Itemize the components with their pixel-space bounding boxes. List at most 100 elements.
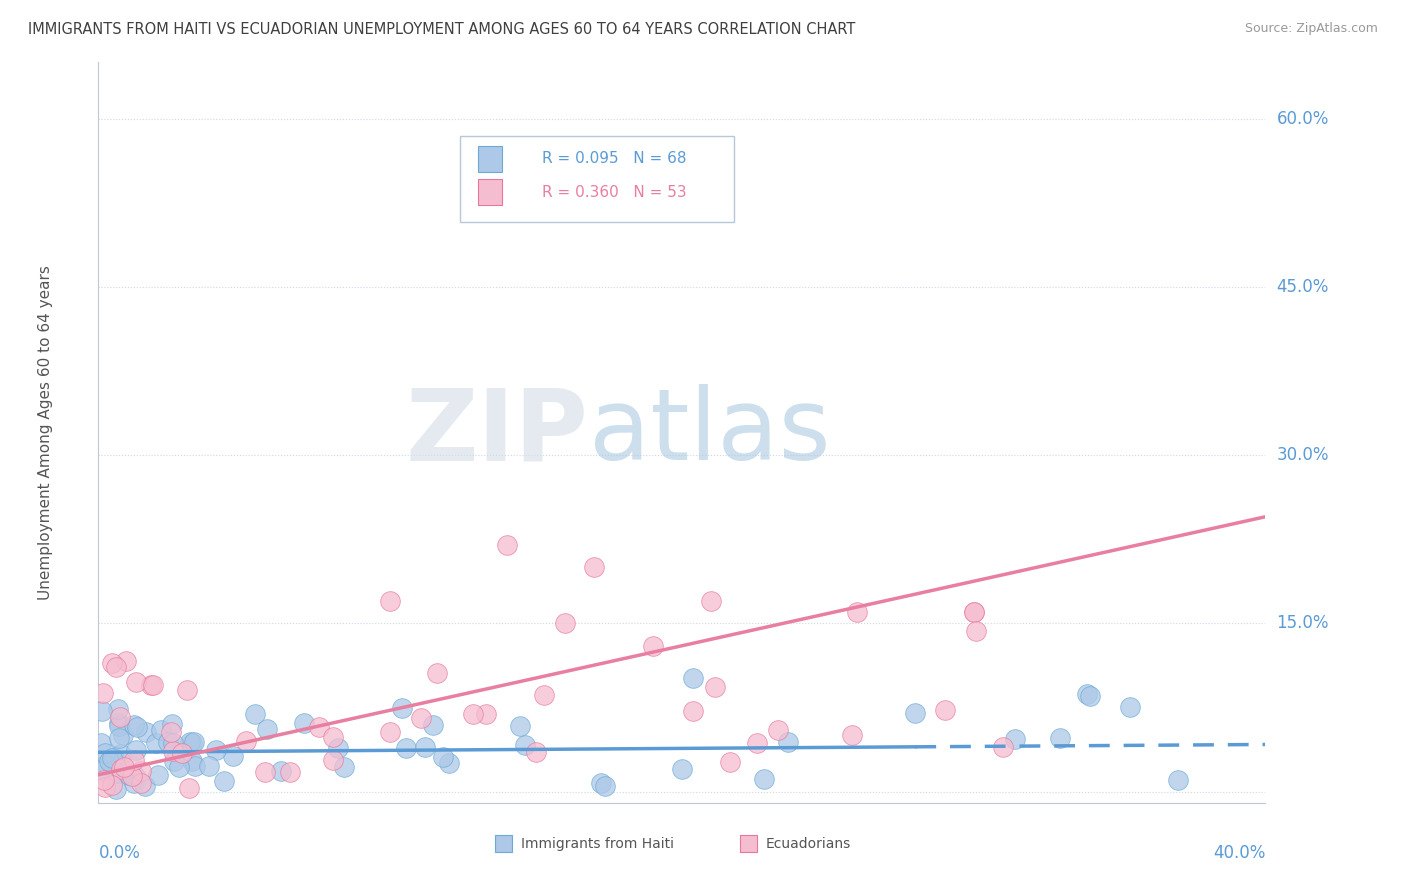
Point <box>91 764 114 778</box>
Point <box>124 743 146 757</box>
Point <box>184 758 207 772</box>
Bar <box>478 145 502 171</box>
Point <box>700 594 723 608</box>
Point <box>395 740 418 755</box>
Point <box>380 594 402 608</box>
Point <box>167 760 190 774</box>
Point <box>682 704 704 718</box>
Point <box>170 746 193 760</box>
Point <box>509 718 531 732</box>
Point <box>254 764 277 779</box>
Point <box>1076 687 1098 701</box>
Point <box>205 743 228 757</box>
Point <box>97 754 120 768</box>
Text: IMMIGRANTS FROM HAITI VS ECUADORIAN UNEMPLOYMENT AMONG AGES 60 TO 64 YEARS CORRE: IMMIGRANTS FROM HAITI VS ECUADORIAN UNEM… <box>28 22 855 37</box>
Point <box>91 686 114 700</box>
Point <box>90 736 112 750</box>
Point <box>474 706 496 721</box>
Point <box>422 717 444 731</box>
Text: 60.0%: 60.0% <box>1277 110 1329 128</box>
Point <box>135 724 157 739</box>
Point <box>176 683 198 698</box>
Point <box>103 750 125 764</box>
Point <box>104 765 127 780</box>
Text: Unemployment Among Ages 60 to 64 years: Unemployment Among Ages 60 to 64 years <box>38 265 53 600</box>
Point <box>104 782 127 797</box>
Point <box>222 748 245 763</box>
Point <box>149 723 172 737</box>
Point <box>160 725 183 739</box>
Point <box>163 754 186 768</box>
Point <box>125 720 148 734</box>
Point <box>766 723 789 737</box>
Point <box>589 775 612 789</box>
Point <box>846 605 869 619</box>
Point <box>181 736 204 750</box>
Point <box>111 728 134 742</box>
Point <box>641 639 664 653</box>
Point <box>593 779 616 793</box>
Point <box>322 730 344 744</box>
Text: 15.0%: 15.0% <box>1277 615 1329 632</box>
Point <box>93 773 115 788</box>
Point <box>554 616 576 631</box>
Point <box>437 756 460 771</box>
Point <box>157 735 180 749</box>
Point <box>94 780 117 794</box>
Point <box>1167 773 1189 788</box>
Point <box>105 659 128 673</box>
FancyBboxPatch shape <box>460 136 734 221</box>
Point <box>212 774 235 789</box>
Point <box>108 716 131 731</box>
Point <box>129 776 152 790</box>
Point <box>115 654 138 668</box>
Text: Source: ZipAtlas.com: Source: ZipAtlas.com <box>1244 22 1378 36</box>
Text: 40.0%: 40.0% <box>1213 845 1265 863</box>
Point <box>118 768 141 782</box>
Point <box>308 720 330 734</box>
Point <box>235 734 257 748</box>
Text: 0.0%: 0.0% <box>98 845 141 863</box>
Point <box>198 759 221 773</box>
Point <box>121 768 143 782</box>
Point <box>146 768 169 782</box>
Point <box>162 736 184 750</box>
Point <box>841 728 863 742</box>
Point <box>413 740 436 755</box>
Point <box>533 688 555 702</box>
Point <box>718 755 741 769</box>
Point <box>1118 700 1140 714</box>
Point <box>122 718 145 732</box>
Text: Ecuadorians: Ecuadorians <box>766 837 851 850</box>
Point <box>122 776 145 790</box>
Point <box>183 735 205 749</box>
Point <box>391 701 413 715</box>
Point <box>108 731 131 745</box>
Text: R = 0.360   N = 53: R = 0.360 N = 53 <box>541 185 686 200</box>
Point <box>134 779 156 793</box>
Point <box>101 778 124 792</box>
Point <box>124 769 146 783</box>
Point <box>1080 690 1102 704</box>
Point <box>270 764 292 779</box>
Point <box>432 750 454 764</box>
Text: 45.0%: 45.0% <box>1277 277 1329 296</box>
Point <box>177 781 200 796</box>
Point <box>280 765 302 780</box>
Text: ZIP: ZIP <box>406 384 589 481</box>
Point <box>1049 731 1071 746</box>
Point <box>110 747 132 762</box>
Point <box>160 717 183 731</box>
Point <box>91 704 114 718</box>
Point <box>256 723 278 737</box>
Point <box>965 624 987 638</box>
Point <box>326 740 349 755</box>
Point <box>496 538 519 552</box>
Point <box>934 703 956 717</box>
Point <box>378 725 401 739</box>
Point <box>411 711 433 725</box>
Point <box>139 678 162 692</box>
Point <box>179 735 201 749</box>
Text: R = 0.095   N = 68: R = 0.095 N = 68 <box>541 151 686 166</box>
Point <box>122 753 145 767</box>
